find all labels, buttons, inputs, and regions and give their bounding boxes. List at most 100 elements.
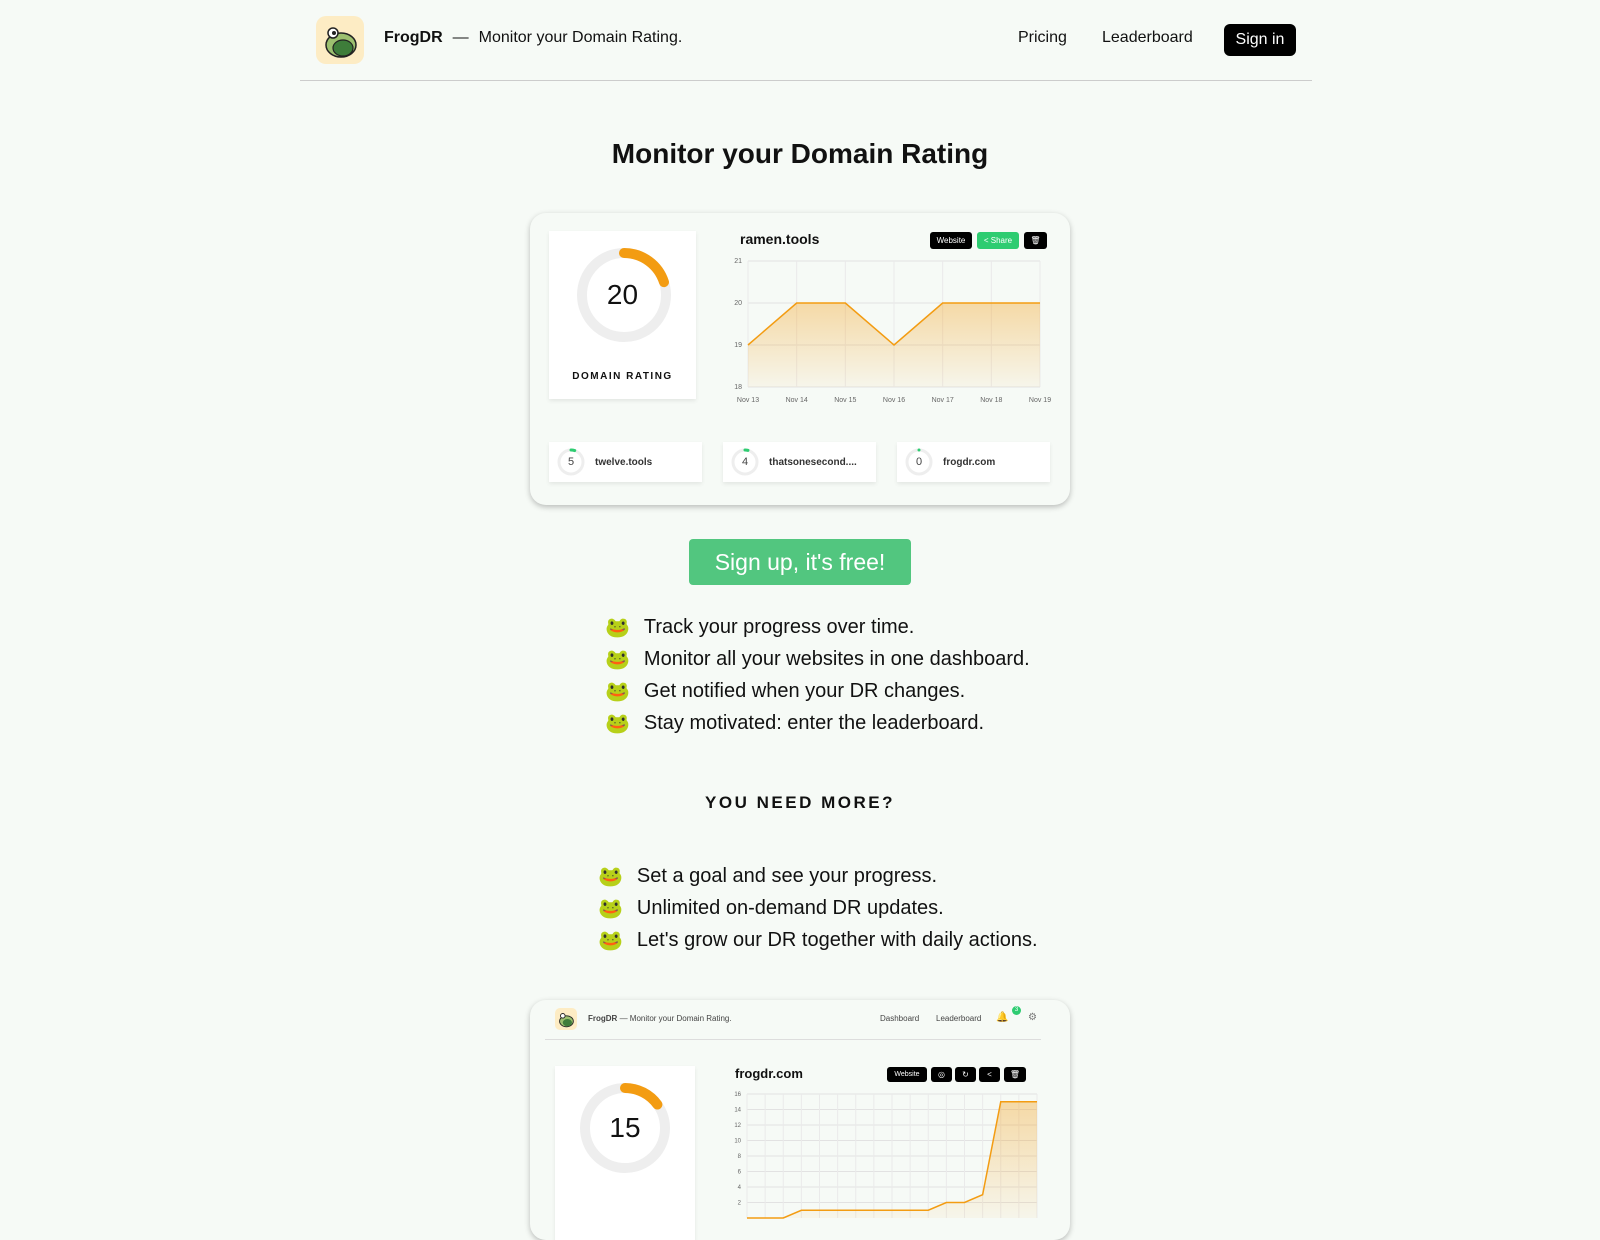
feature-list: 🐸 Track your progress over time. 🐸 Monitor… [605,611,1030,739]
target-icon: ◎ [938,1070,945,1079]
y-tick-label: 2 [738,1201,742,1207]
site-title: frogdr.com [735,1066,803,1081]
site-name: twelve.tools [595,457,652,468]
feature-item: 🐸 Get notified when your DR changes. [605,675,1030,707]
feature-item: 🐸 Unlimited on-demand DR updates. [598,892,1038,924]
y-tick-label: 8 [738,1154,742,1160]
share-button[interactable]: < Share [977,232,1019,249]
goal-button[interactable]: ◎ [931,1067,952,1082]
dr-mini-gauge: 5 [557,448,585,476]
bell-icon[interactable]: 🔔 [996,1011,1010,1025]
trash-icon: 🗑 [1010,1070,1020,1079]
dr-value: 15 [555,1112,695,1144]
dr-history-chart: 2 4 6 8 10 12 14 16 [725,1088,1045,1228]
x-tick-label: Nov 14 [786,397,808,404]
share-label: Share [991,236,1012,245]
gear-icon[interactable]: ⚙ [1028,1011,1037,1025]
dr-value: 20 [549,279,696,311]
header-divider [300,80,1312,81]
feature-text: Stay motivated: enter the leaderboard. [644,712,984,735]
x-tick-label: Nov 18 [980,397,1002,404]
nav-leaderboard[interactable]: Leaderboard [1102,29,1193,47]
leaderboard-site-card[interactable]: 5 twelve.tools [549,442,702,482]
leaderboard-site-card[interactable]: 0 frogdr.com [897,442,1050,482]
trash-icon: 🗑 [1030,236,1040,245]
divider [545,1039,1041,1040]
tagline: Monitor your Domain Rating. [479,29,683,47]
dr-mini-value: 5 [557,456,585,468]
brand-separator: — [453,29,469,47]
brand-name: FrogDR [384,29,443,47]
leaderboard-site-card[interactable]: 4 thatsonesecond.... [723,442,876,482]
y-tick-label: 14 [734,1108,741,1114]
frog-icon: 🐸 [598,864,623,889]
delete-button[interactable]: 🗑 [1004,1067,1026,1082]
share-icon: < [984,236,991,245]
frog-icon: 🐸 [598,896,623,921]
refresh-button[interactable]: ↻ [955,1067,976,1082]
dr-mini-value: 0 [905,456,933,468]
premium-dashboard-preview: FrogDR — Monitor your Domain Rating. Das… [530,1000,1070,1240]
dr-card: 20 DOMAIN RATING [549,231,696,399]
brand: FrogDR — Monitor your Domain Rating. [384,29,682,47]
site-name: thatsonesecond.... [769,457,857,468]
feature-text: Let's grow our DR together with daily ac… [637,929,1038,952]
y-tick-label: 20 [734,300,742,307]
x-tick-label: Nov 19 [1029,397,1051,404]
y-tick-label: 10 [734,1139,741,1145]
y-tick-label: 6 [738,1170,742,1176]
nav-leaderboard[interactable]: Leaderboard [936,1014,981,1023]
website-button[interactable]: Website [887,1067,927,1082]
dr-mini-gauge: 0 [905,448,933,476]
feature-item: 🐸 Let's grow our DR together with daily a… [598,924,1038,956]
frog-icon: 🐸 [605,711,630,736]
x-tick-label: Nov 16 [883,397,905,404]
signup-button[interactable]: Sign up, it's free! [689,539,911,585]
delete-button[interactable]: 🗑 [1024,232,1047,249]
y-tick-label: 21 [734,258,742,265]
feature-item: 🐸 Set a goal and see your progress. [598,860,1038,892]
dr-mini-gauge: 4 [731,448,759,476]
frog-icon: 🐸 [605,615,630,640]
feature-text: Unlimited on-demand DR updates. [637,897,944,920]
nav-pricing[interactable]: Pricing [1018,29,1067,47]
share-button[interactable]: < [979,1067,1000,1082]
dr-mini-value: 4 [731,456,759,468]
x-tick-label: Nov 15 [834,397,856,404]
frog-icon: 🐸 [598,928,623,953]
premium-feature-list: 🐸 Set a goal and see your progress. 🐸 Unli… [598,860,1038,956]
feature-text: Monitor all your websites in one dashboa… [644,648,1030,671]
notification-badge: 3 [1012,1006,1021,1015]
dr-label: DOMAIN RATING [549,371,696,382]
website-button[interactable]: Website [930,232,972,249]
sign-in-button[interactable]: Sign in [1224,24,1296,56]
y-tick-label: 4 [738,1185,742,1191]
feature-item: 🐸 Track your progress over time. [605,611,1030,643]
feature-text: Track your progress over time. [644,616,914,639]
frogdr-logo-small [555,1008,577,1030]
y-tick-label: 16 [734,1092,741,1098]
x-tick-label: Nov 17 [932,397,954,404]
nav-dashboard[interactable]: Dashboard [880,1014,919,1023]
x-tick-label: Nov 13 [737,397,759,404]
refresh-icon: ↻ [962,1070,969,1079]
frogdr-logo[interactable] [316,16,364,64]
frog-icon: 🐸 [605,679,630,704]
brand-name: FrogDR [588,1014,617,1023]
page-title: Monitor your Domain Rating [0,138,1600,170]
feature-item: 🐸 Stay motivated: enter the leaderboard. [605,707,1030,739]
frog-icon: 🐸 [605,647,630,672]
dashboard-preview: 20 DOMAIN RATING ramen.tools Website < S… [530,213,1070,505]
site-title: ramen.tools [740,231,819,247]
y-tick-label: 18 [734,384,742,391]
dr-card: 15 [555,1066,695,1240]
feature-text: Get notified when your DR changes. [644,680,965,703]
feature-text: Set a goal and see your progress. [637,865,937,888]
tagline: — Monitor your Domain Rating. [620,1014,732,1023]
more-heading: YOU NEED MORE? [0,793,1600,813]
feature-item: 🐸 Monitor all your websites in one dashbo… [605,643,1030,675]
y-tick-label: 12 [734,1123,741,1129]
site-name: frogdr.com [943,457,995,468]
share-icon: < [987,1070,992,1079]
